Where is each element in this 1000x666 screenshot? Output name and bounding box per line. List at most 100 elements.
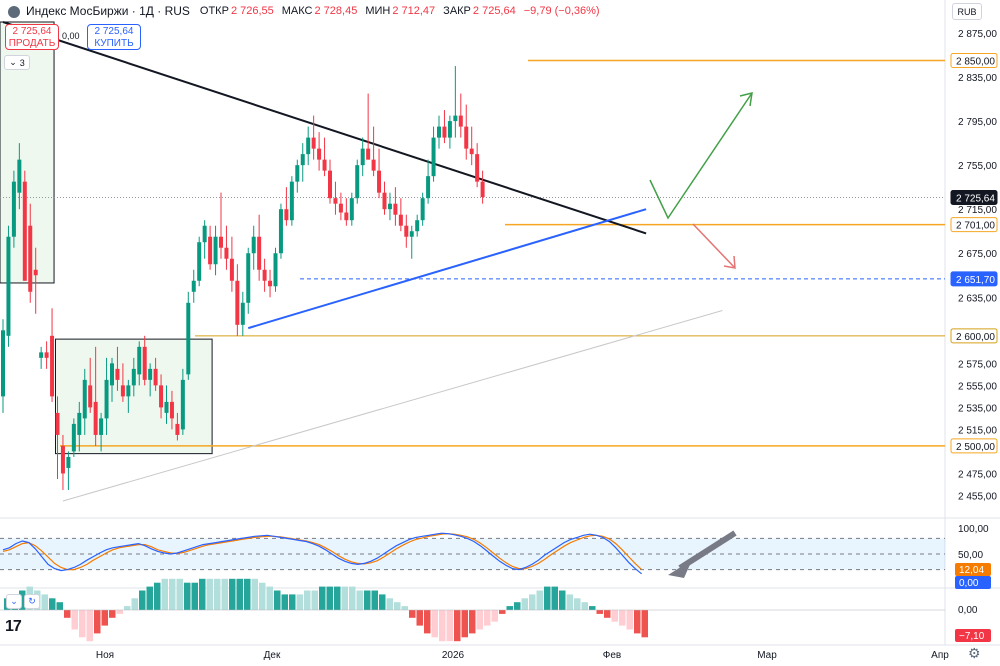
currency-button[interactable]: RUB (952, 3, 982, 20)
histogram-bar (94, 610, 101, 634)
histogram-bar (379, 594, 386, 610)
histogram-bar (229, 578, 236, 610)
histogram-bar (191, 582, 198, 610)
candle-body (268, 280, 273, 287)
candle-body (447, 121, 452, 138)
candle-body (469, 148, 474, 155)
sell-button[interactable]: 2 725,64 ПРОДАТЬ (5, 24, 59, 50)
symbol-title[interactable]: Индекс МосБиржи · 1Д · RUS (26, 4, 190, 18)
chevron-down-icon[interactable]: ⌄ (6, 594, 22, 609)
histogram-bar (604, 610, 611, 618)
histogram-bar (364, 590, 371, 610)
candle-body (175, 423, 180, 435)
histogram-bar (311, 590, 318, 610)
candle-body (77, 412, 82, 435)
stochastic-d-line (2, 533, 643, 571)
candle-body (213, 236, 218, 265)
histogram-bar (124, 606, 131, 610)
candle-body (284, 209, 289, 221)
histogram-bar (461, 610, 468, 638)
histogram-bar (349, 586, 356, 610)
candle-body (11, 181, 16, 237)
histogram-bar (514, 602, 521, 610)
histogram-bar (116, 610, 123, 614)
close-value: 2 725,64 (472, 5, 516, 17)
candle-body (126, 385, 131, 397)
low-label: МИН (365, 5, 391, 17)
histogram-bar (41, 594, 48, 610)
price-label: 2 701,00 (956, 221, 995, 232)
candle-body (453, 115, 458, 122)
candle-body (382, 192, 387, 210)
price-label-box (950, 189, 998, 205)
histogram-bar (289, 594, 296, 610)
histogram-bar (566, 594, 573, 610)
histogram-bar (559, 590, 566, 610)
buy-price: 2 725,64 (94, 26, 134, 37)
long-ascending (62, 310, 723, 502)
histogram-bar (49, 598, 56, 610)
candle-body (475, 154, 480, 182)
candle-body (180, 379, 185, 430)
histogram-bar (626, 610, 633, 630)
gear-icon[interactable]: ⚙ (968, 645, 981, 661)
candle-body (300, 154, 305, 166)
histogram-bar (251, 578, 258, 610)
histogram-bar (416, 610, 423, 626)
candle-body (191, 280, 196, 292)
spread-value: 0,00 (62, 31, 80, 41)
high-value: 2 728,45 (314, 5, 358, 17)
histogram-bar (109, 610, 116, 618)
candle-body (333, 198, 338, 204)
candle-body (257, 236, 262, 270)
candle-body (153, 368, 158, 386)
candle-body (240, 302, 245, 325)
chevron-down-icon: ⌄ (9, 57, 17, 67)
y-tick-label: 2 575,00 (958, 359, 997, 370)
buy-button[interactable]: 2 725,64 КУПИТЬ (87, 24, 141, 50)
sell-label: ПРОДАТЬ (8, 38, 56, 49)
stochastic-k-line (2, 532, 642, 575)
histogram-bar (484, 610, 491, 626)
x-tick-label: Апр (931, 650, 949, 661)
x-tick-label: Ноя (96, 650, 114, 661)
price-label-box (950, 271, 998, 287)
candle-body (311, 137, 316, 149)
histogram-bar (431, 610, 438, 638)
histogram-last-box (955, 629, 991, 642)
candle-body (251, 236, 256, 254)
x-tick-label: Дек (264, 650, 281, 661)
indicators-collapse-button[interactable]: ⌄ 3 (4, 55, 30, 70)
histogram-bar (529, 594, 536, 610)
annotation-arrowhead (668, 560, 692, 578)
open-value: 2 726,55 (230, 5, 274, 17)
histogram-bar (101, 610, 108, 626)
histogram-bar (521, 598, 528, 610)
candle-body (371, 159, 376, 171)
candle-body (295, 165, 300, 182)
histogram-bar (64, 610, 71, 618)
candle-body (99, 418, 104, 435)
histogram-bar (169, 578, 176, 610)
candle-body (328, 170, 332, 199)
d-label-box (955, 576, 991, 589)
histogram-bar (281, 594, 288, 610)
candle-body (137, 346, 142, 375)
high-label: МАКС (281, 5, 313, 17)
bearish-scenario-arrow (692, 223, 736, 269)
histogram-bar (619, 610, 626, 626)
candle-body (39, 352, 44, 358)
k-label-box (955, 563, 991, 576)
candle-body (71, 423, 76, 452)
histogram-bar (386, 598, 393, 610)
candle-body (387, 203, 392, 210)
stochastic-tick: 50,00 (958, 550, 983, 561)
refresh-icon[interactable]: ↻ (24, 594, 40, 609)
candle-body (480, 181, 485, 198)
candle-body (317, 148, 322, 160)
arrowhead (739, 91, 753, 107)
candle-body (208, 236, 213, 265)
histogram-bar (551, 586, 558, 610)
histogram-bar (506, 606, 513, 610)
